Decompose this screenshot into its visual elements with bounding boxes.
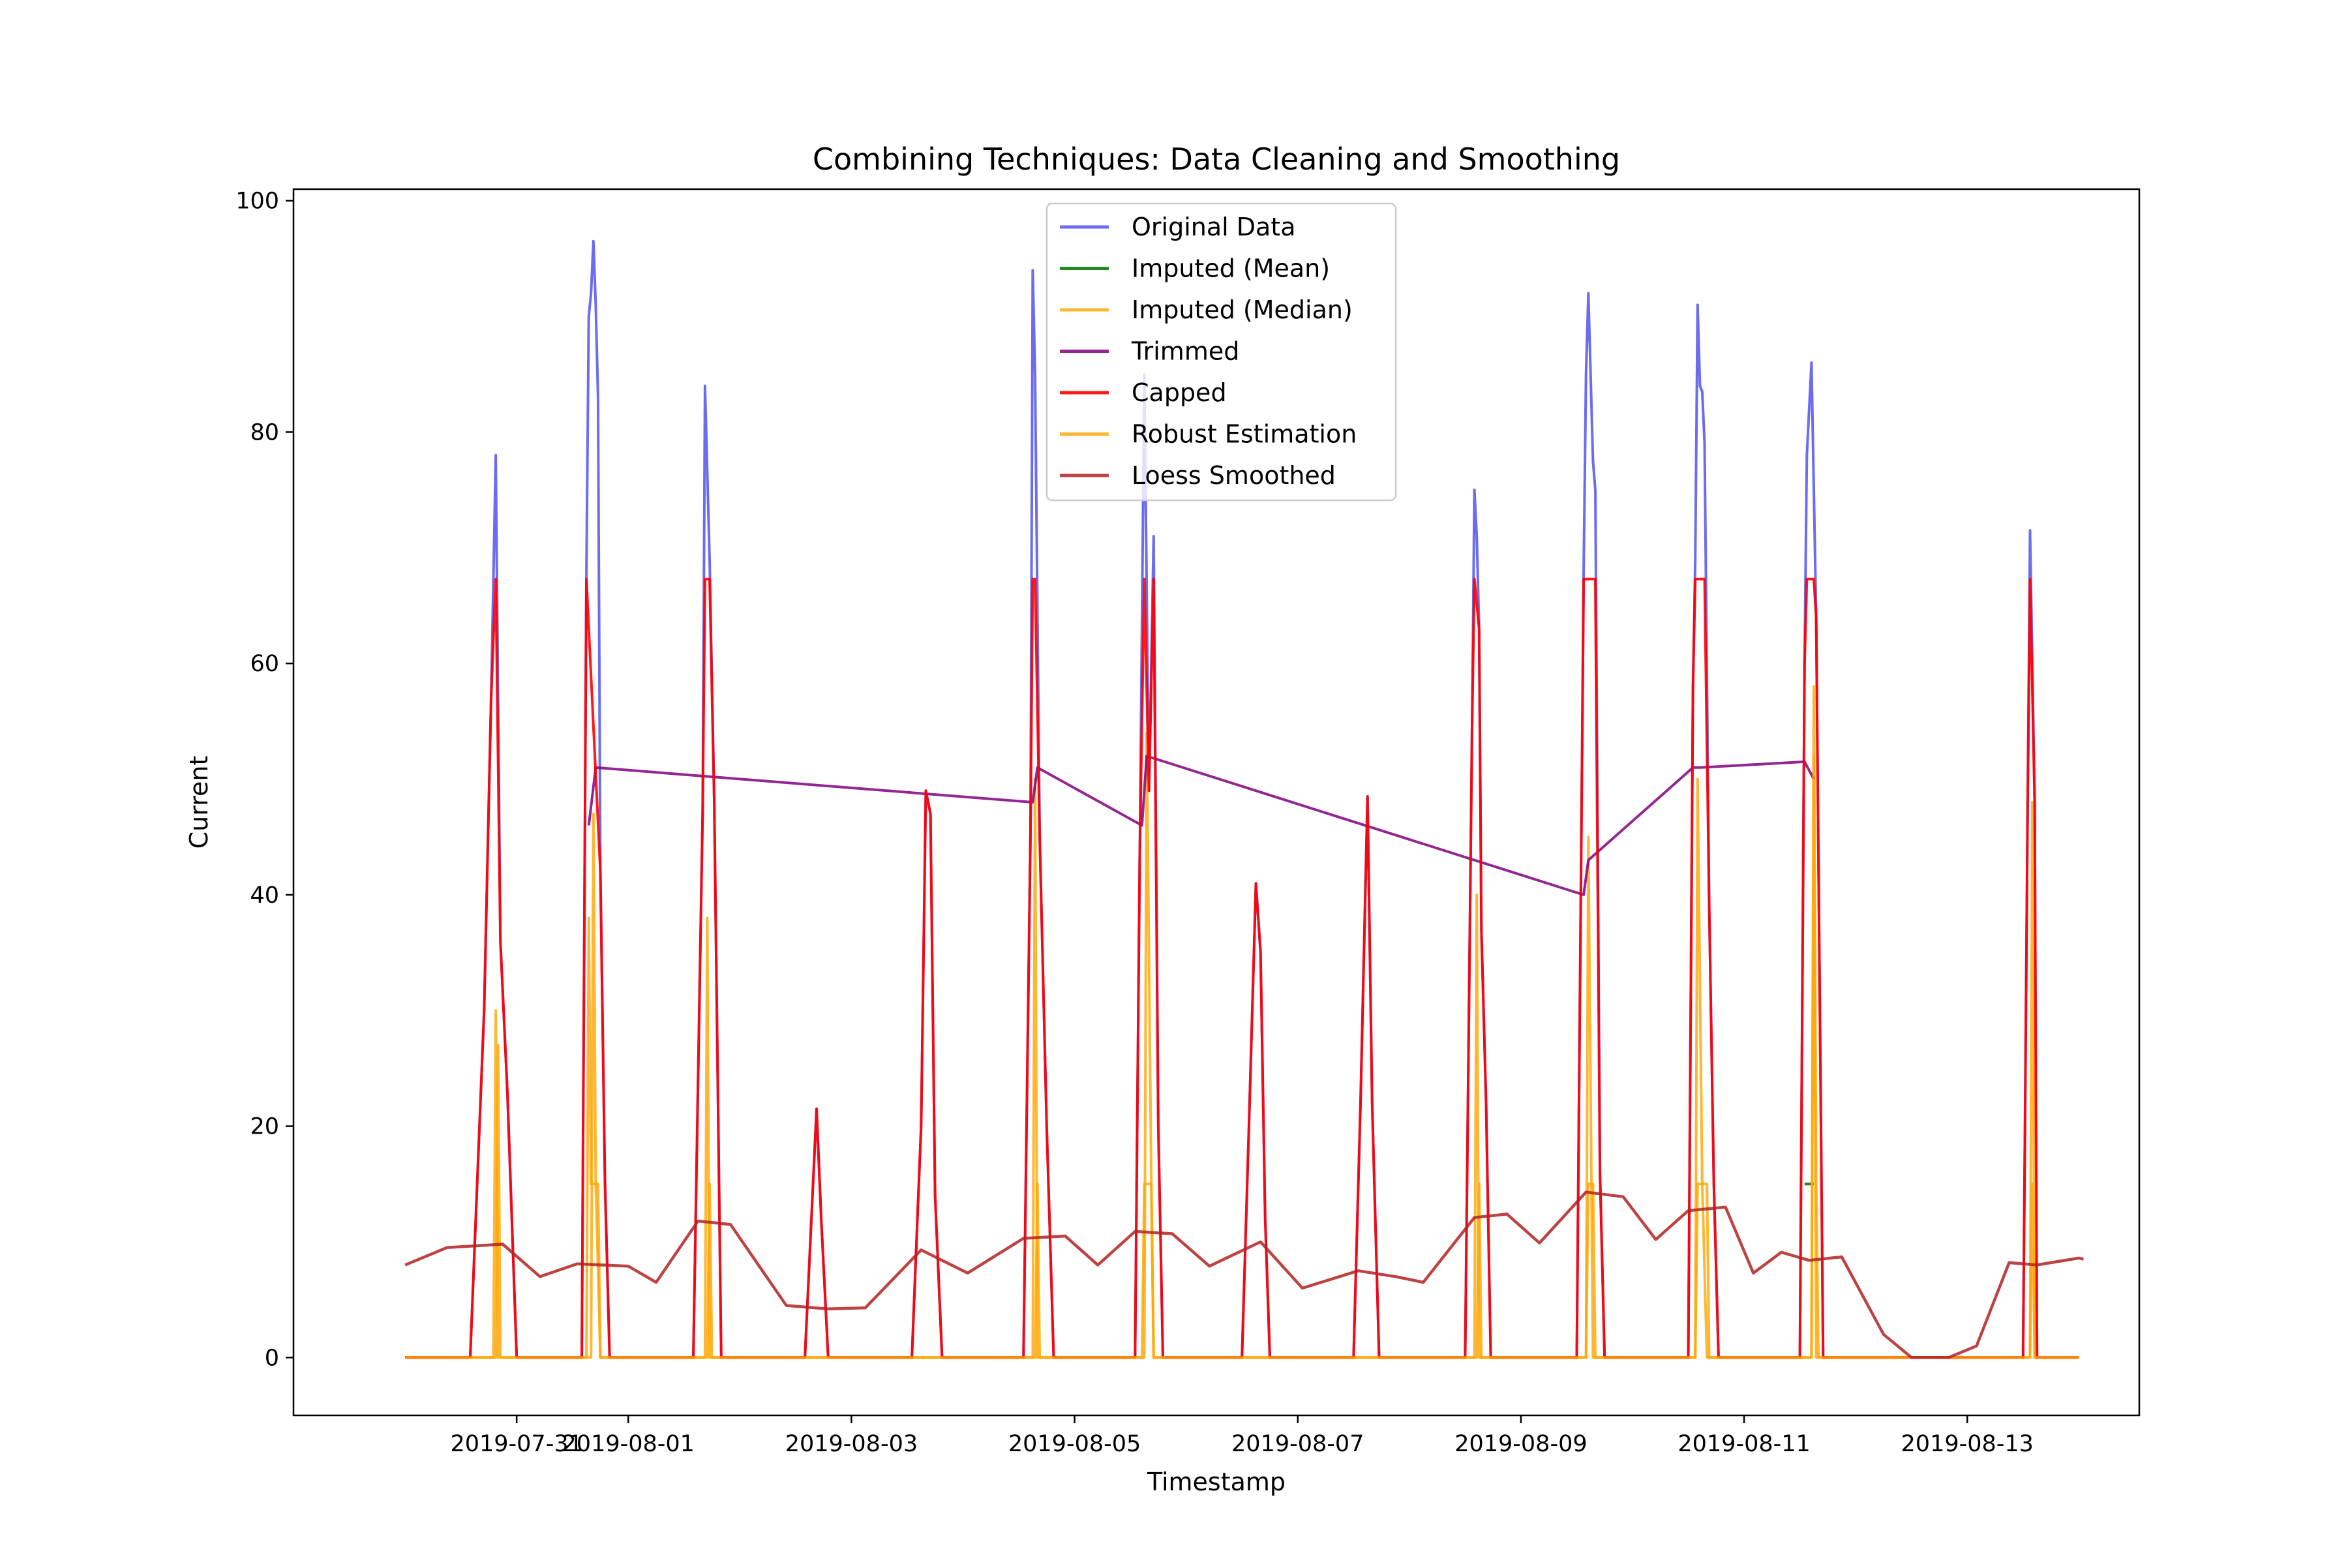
series-line-robust-estimation [405,685,2079,1359]
series-line-loess-smoothed [404,1190,2085,1359]
legend-label-capped: Capped [1132,378,1227,407]
x-tick-label: 2019-08-13 [1901,1431,2034,1457]
y-axis-label: Current [185,756,213,849]
y-tick-label: 100 [235,188,279,215]
y-tick-label: 20 [250,1114,279,1140]
legend-label-loess-smoothed: Loess Smoothed [1132,461,1336,490]
x-tick-label: 2019-08-01 [562,1431,695,1457]
x-tick-label: 2019-08-05 [1008,1431,1141,1457]
x-tick-label: 2019-08-11 [1678,1431,1810,1457]
legend-label-robust-estimation: Robust Estimation [1132,420,1357,449]
legend-label-original-data: Original Data [1132,213,1296,241]
y-tick-label: 60 [250,651,279,677]
legend-frame [1046,202,1397,502]
legend: Original Data Imputed (Mean) Imputed (Medi… [1046,202,1397,502]
x-axis-label: Timestamp [1147,1468,1286,1496]
legend-label-trimmed: Trimmed [1131,337,1239,366]
x-tick-label: 2019-08-07 [1231,1431,1364,1457]
series-layer [404,239,2085,1359]
x-tick-label: 2019-07-31 [450,1431,582,1457]
y-tick-label: 80 [250,419,279,445]
x-tick-label: 2019-08-09 [1454,1431,1587,1457]
x-tick-label: 2019-08-03 [785,1431,918,1457]
legend-label-imputed-median: Imputed (Median) [1132,295,1353,324]
chart-title: Combining Techniques: Data Cleaning and … [813,142,1620,177]
legend-label-imputed-mean: Imputed (Mean) [1132,254,1330,283]
series-line-trimmed [587,755,1815,896]
plot-frame [292,188,2141,1417]
y-tick-label: 0 [265,1345,279,1371]
y-tick-label: 40 [250,882,279,909]
